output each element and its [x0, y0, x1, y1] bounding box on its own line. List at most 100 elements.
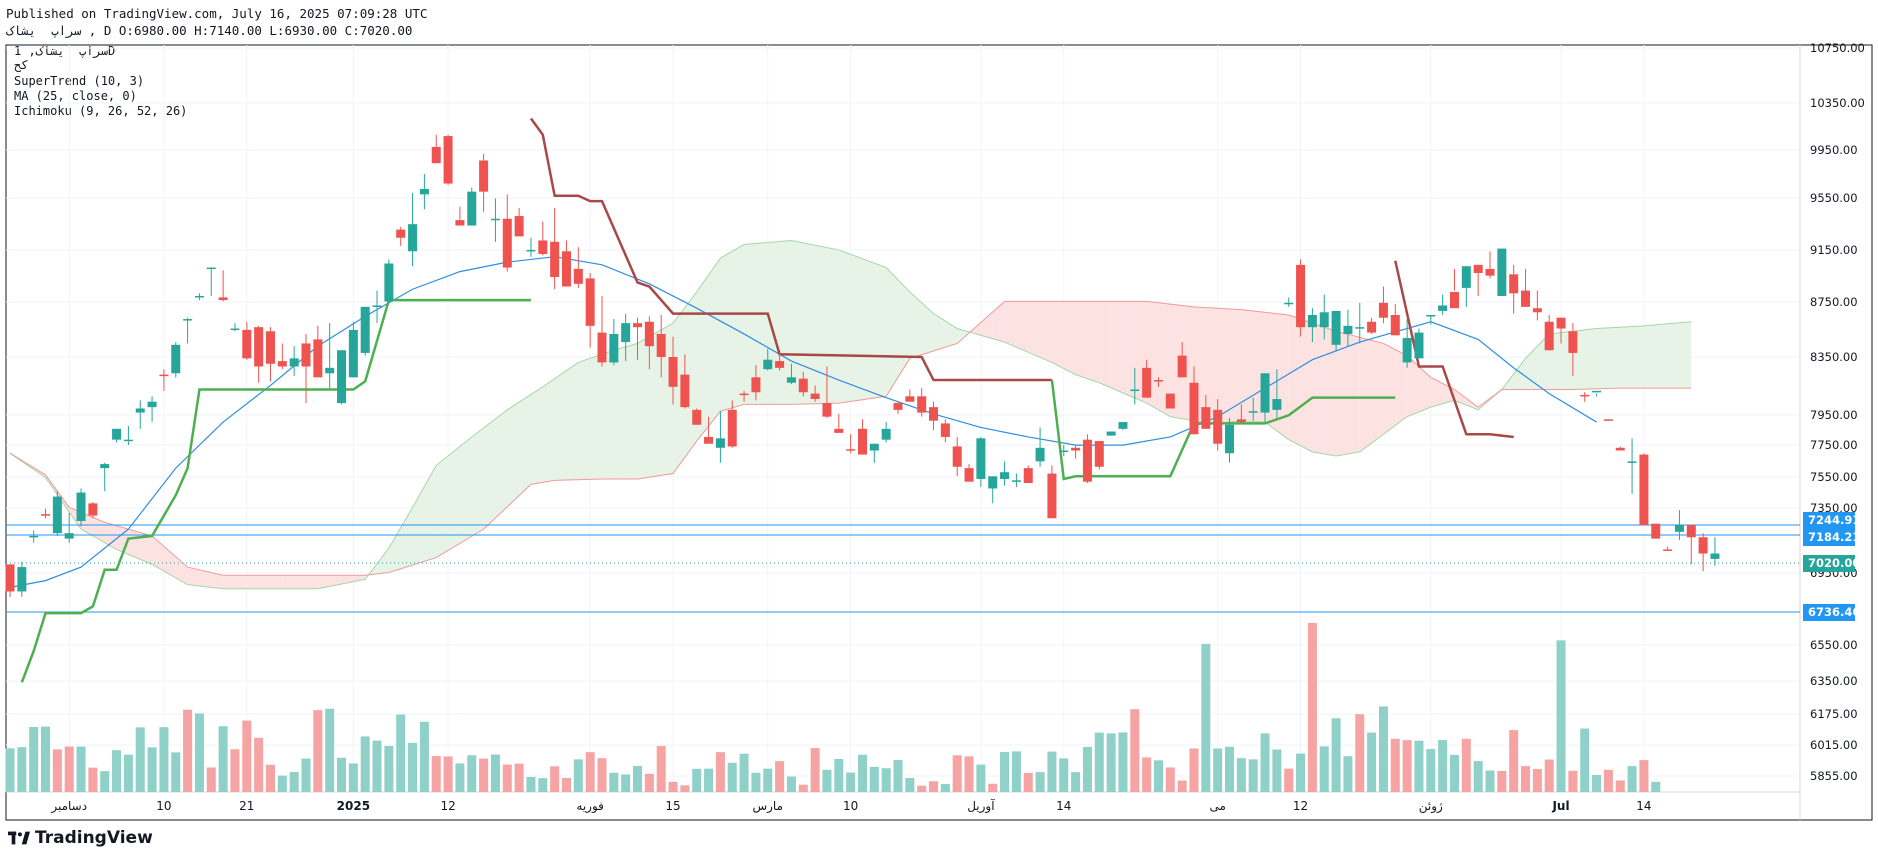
cloud-segment: [92, 517, 105, 543]
candle-body: [1449, 291, 1459, 309]
cloud-segment: [1347, 334, 1360, 454]
candle-body: [1047, 473, 1057, 519]
volume-bar: [1521, 766, 1531, 792]
volume-bar: [573, 759, 583, 792]
candle-body: [1402, 338, 1412, 363]
candle-body: [100, 464, 110, 469]
volume-bar: [277, 775, 287, 792]
candle-body: [1710, 553, 1720, 559]
volume-bar: [1130, 709, 1140, 792]
cloud-segment: [732, 244, 745, 408]
candle-body: [739, 393, 749, 396]
candle-body: [1378, 302, 1388, 318]
brand-name: TradingView: [35, 828, 153, 848]
cloud-segment: [1620, 326, 1633, 389]
volume-bar: [739, 753, 749, 792]
volume-bar: [1509, 730, 1519, 792]
candle-body: [656, 333, 666, 357]
candle-body: [1011, 480, 1021, 482]
volume-bar: [727, 762, 737, 792]
candle-body: [265, 331, 275, 364]
time-axis[interactable]: دسامبر 10 21 2025 12 فوریه 15 مارس 10 آوریل 14 می 12…: [50, 798, 1651, 814]
price-label-text: 7020.00: [1808, 556, 1860, 570]
candle-body: [1023, 468, 1033, 484]
supertrend-line: [529, 117, 1052, 382]
cloud-segment: [1205, 307, 1218, 424]
candle-body: [775, 361, 785, 368]
time-tick-label: 2025: [337, 799, 370, 813]
price-label-text: 7184.21: [1808, 530, 1860, 544]
tradingview-logo-icon: [8, 831, 30, 845]
price-tick-label: 7950.00: [1810, 408, 1858, 422]
price-label-box: [1803, 529, 1855, 546]
candle-body: [1497, 248, 1507, 297]
legend-ichimoku[interactable]: Ichimoku (9, 26, 52, 26): [14, 104, 188, 118]
cloud-segment: [459, 436, 472, 544]
time-tick-label: 21: [239, 799, 254, 813]
volume-bar: [1367, 732, 1377, 792]
volume-bar: [1011, 751, 1021, 792]
candle-body: [147, 401, 157, 408]
price-tick-label: 6350.00: [1810, 674, 1858, 688]
candle-body: [348, 329, 358, 378]
volume-bar: [1153, 760, 1163, 792]
candle-body: [668, 357, 678, 387]
volume-bar: [88, 767, 98, 792]
candle-body: [1509, 274, 1519, 294]
volume-bar: [1556, 640, 1566, 792]
volume-bar: [135, 727, 145, 792]
cloud-segment: [850, 254, 863, 402]
candle-body: [17, 567, 27, 592]
candle-body: [1177, 355, 1187, 378]
candle-body: [1580, 394, 1590, 397]
cloud-segment: [175, 556, 188, 585]
time-tick-label: 14: [1056, 799, 1071, 813]
cloud-segment: [613, 346, 626, 479]
cloud-segment: [1040, 301, 1052, 363]
cloud-segment: [1655, 323, 1668, 389]
volume-bar: [1426, 749, 1436, 792]
candle-body: [254, 327, 264, 367]
volume-bar: [1639, 760, 1649, 792]
volume-bar: [479, 758, 489, 792]
cloud-segment: [519, 394, 531, 496]
volume-bar: [490, 754, 500, 792]
price-axis[interactable]: 10750.00 10350.00 9950.00 9550.00 9150.00 875…: [1803, 41, 1865, 783]
volume-bar: [1201, 643, 1211, 792]
volume-bar: [337, 757, 347, 792]
volume-bar: [1225, 746, 1235, 792]
price-label-box: [1803, 604, 1855, 621]
volume-bar: [431, 756, 441, 792]
cloud-segment: [1004, 301, 1017, 348]
cloud-segment: [306, 575, 318, 589]
brand: TradingView: [8, 828, 153, 848]
cloud-segment: [1051, 301, 1064, 369]
cloud-segment: [507, 402, 520, 507]
volume-bar: [1094, 732, 1104, 792]
candle-body: [5, 564, 15, 592]
candle-body: [242, 329, 252, 359]
volume-bar: [123, 754, 133, 792]
volume-bar: [798, 784, 808, 792]
volume-bar: [1449, 754, 1459, 792]
volume-bar: [810, 748, 820, 792]
volume-bar: [1307, 622, 1317, 792]
volume-bar: [1059, 758, 1069, 792]
candle-body: [1106, 431, 1116, 436]
legend-ma[interactable]: MA (25, close, 0): [14, 89, 137, 103]
price-tick-label: 9550.00: [1810, 191, 1858, 205]
volume-bar: [1473, 761, 1483, 792]
legend-supertrend[interactable]: SuperTrend (10, 3): [14, 74, 145, 88]
volume-bar: [869, 766, 879, 792]
volume-bar: [1331, 718, 1341, 792]
volume-bar: [822, 769, 832, 792]
candle-body: [1639, 454, 1649, 526]
price-tick-label: 8750.00: [1810, 295, 1858, 309]
candle-body: [325, 367, 335, 374]
volume-bar: [455, 763, 465, 792]
volume-bar: [1627, 766, 1637, 792]
cloud-segment: [1359, 337, 1372, 452]
volume-bar: [396, 714, 406, 792]
volume-bar: [1236, 758, 1246, 792]
